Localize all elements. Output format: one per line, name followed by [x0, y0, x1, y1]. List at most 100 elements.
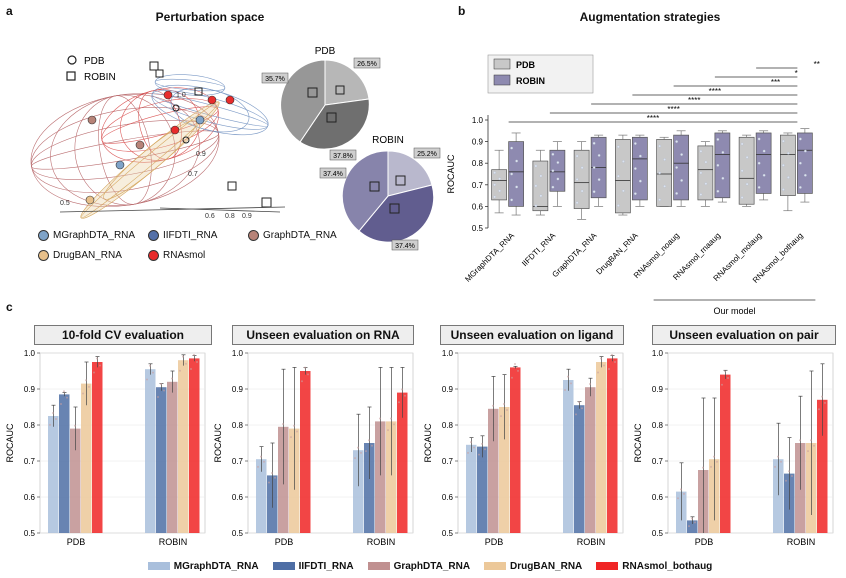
x-tick-label: PDB: [67, 537, 86, 547]
bar-point: [66, 396, 68, 399]
bar-point: [376, 429, 378, 432]
box: [632, 136, 648, 201]
box-point: [493, 183, 496, 187]
3d-axes: [59, 206, 286, 213]
bar-point: [301, 380, 303, 383]
bar-point: [688, 525, 690, 528]
box-point: [575, 201, 579, 205]
bar-point: [401, 388, 403, 391]
y-tick-label: 0.9: [652, 385, 664, 394]
bar-point: [368, 439, 370, 442]
box-point: [675, 140, 678, 143]
bar-point: [293, 424, 295, 427]
bar-point: [713, 455, 715, 458]
box-point: [551, 169, 555, 173]
y-tick-label: 0.7: [472, 181, 484, 190]
x-tick-label: DrugBAN_RNA: [594, 231, 640, 277]
bar-point: [55, 417, 57, 420]
bar-point: [193, 353, 195, 356]
bar: [59, 394, 70, 533]
box-point: [592, 190, 596, 194]
bar-point: [470, 441, 472, 444]
box-point: [539, 174, 543, 178]
bar: [488, 408, 499, 533]
svg-text:0.8: 0.8: [225, 213, 235, 220]
bar-point: [390, 417, 392, 420]
bar-point: [727, 376, 729, 379]
bar-point: [279, 434, 281, 437]
bar-point: [282, 422, 284, 425]
box-point: [534, 184, 538, 188]
bar-point: [257, 465, 259, 468]
box-point: [699, 149, 703, 153]
bar: [607, 358, 618, 533]
model-legend-swatch: [38, 230, 49, 241]
box-point: [639, 154, 642, 158]
y-tick-label: 0.7: [24, 457, 36, 466]
box-point: [799, 137, 802, 141]
bar: [81, 383, 92, 533]
bottom-legend-label: IIFDTI_RNA: [298, 560, 354, 572]
bar-point: [160, 382, 162, 385]
pie-pdb-label-1: 26.5%: [357, 61, 377, 68]
box-point: [493, 195, 496, 199]
model-legend-label: DrugBAN_RNA: [53, 250, 122, 261]
svg-text:1.0: 1.0: [176, 92, 186, 99]
x-tick-label: ROBIN: [787, 537, 816, 547]
box-point: [757, 137, 761, 141]
pie-pdb: [280, 59, 370, 150]
x-tick-label: PDB: [275, 537, 294, 547]
model-legend-label: GraphDTA_RNA: [263, 230, 337, 241]
box-point: [745, 182, 749, 186]
box: [573, 149, 590, 209]
bar: [585, 387, 596, 533]
legend-swatch: [493, 58, 511, 70]
bar-point: [157, 395, 159, 398]
box-point: [515, 185, 518, 189]
panel-c4-title: Unseen evaluation on pair: [652, 325, 836, 345]
box-point: [592, 141, 596, 145]
bar-point: [88, 385, 90, 388]
significance-label: ****: [688, 96, 700, 105]
box: [615, 139, 631, 214]
bar-point: [592, 389, 594, 392]
box-point: [675, 192, 678, 195]
pie-pdb-label-2: 35.7%: [265, 76, 285, 83]
significance-label: ****: [709, 87, 721, 96]
bar-point: [49, 423, 51, 426]
bar-point: [578, 401, 580, 404]
bar-point: [179, 369, 181, 372]
box-point: [757, 161, 761, 165]
model-legend-swatch: [38, 250, 49, 261]
box-point: [740, 142, 744, 146]
y-tick-label: 0.9: [442, 385, 454, 394]
ellipsoid-graphdta: [30, 93, 220, 207]
box: [738, 136, 755, 205]
box-point: [575, 178, 579, 181]
box-point: [658, 198, 661, 202]
box-point: [617, 204, 620, 207]
y-tick-label: 0.8: [472, 159, 484, 168]
x-tick-label: MGraphDTA_RNA: [463, 231, 516, 284]
box-point: [699, 193, 703, 196]
bar: [510, 367, 521, 533]
bar: [70, 428, 81, 533]
bar-point: [777, 455, 779, 458]
box-point: [510, 146, 513, 150]
bar-point: [404, 394, 406, 397]
box-point: [799, 161, 802, 165]
box-point: [597, 178, 601, 181]
box-point: [510, 198, 513, 202]
bar-point: [570, 382, 572, 385]
bar-point: [821, 395, 823, 398]
bottom-legend-swatch: [147, 562, 170, 570]
bar-point: [77, 430, 79, 433]
panel-label-a: a: [6, 4, 13, 18]
3d-axis-ticks: 0.5 0.7 0.9 1.0 0.6 0.8 0.9: [60, 92, 252, 220]
bar-point: [614, 360, 616, 363]
y-tick-label: 0.5: [652, 529, 664, 538]
bottom-legend-swatch: [367, 562, 390, 570]
bar-point: [824, 401, 826, 404]
bar-point: [52, 412, 54, 415]
box-point: [534, 164, 538, 168]
